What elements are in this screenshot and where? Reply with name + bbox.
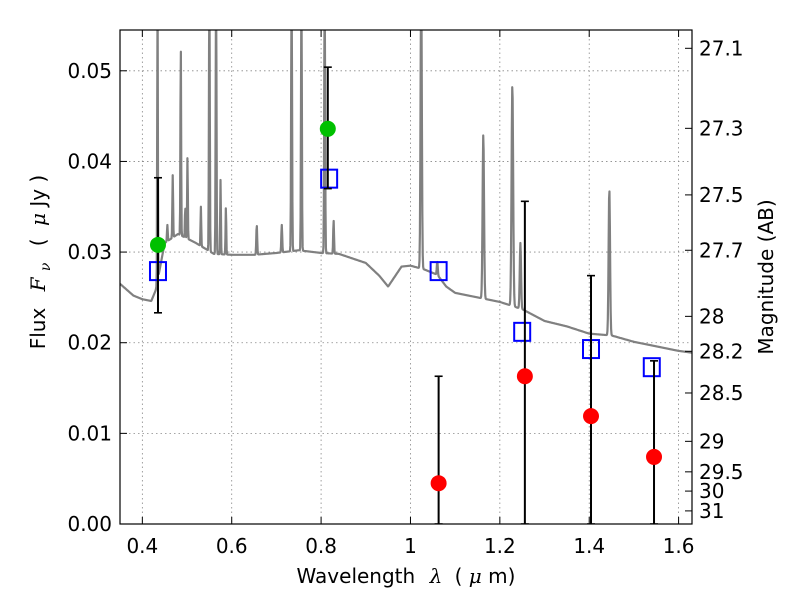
magnitude-tick-label: 28.2 — [699, 339, 744, 363]
y-tick-label: 0.02 — [67, 331, 112, 355]
x-tick-label: 1.6 — [663, 534, 695, 558]
model-photometry-point — [642, 357, 661, 378]
detection-point — [149, 236, 166, 253]
x-axis-title: Wavelength λ ( μ m) — [297, 564, 516, 588]
x-tick-label: 1.4 — [573, 534, 605, 558]
x-tick-label: 0.6 — [216, 534, 248, 558]
x-axis-title-unit-open: ( — [455, 564, 463, 588]
upper-limit-point — [583, 408, 600, 425]
y-tick-label: 0.00 — [67, 512, 112, 536]
x-tick-label: 0.4 — [126, 534, 158, 558]
y-axis-title: Flux F ν ( μ Jy ) — [26, 175, 55, 350]
plot-area — [120, 30, 692, 524]
model-photometry-point — [320, 168, 339, 189]
y-axis-title-symbol: F — [26, 276, 50, 292]
y-axis-title-unit-open: ( — [26, 238, 50, 246]
model-photometry-point — [513, 321, 532, 342]
y2-axis-title: Magnitude (AB) — [754, 199, 778, 354]
magnitude-tick-label: 27.7 — [699, 238, 744, 262]
x-axis-title-text: Wavelength — [297, 564, 416, 588]
y-axis-title-subscript: ν — [38, 262, 54, 271]
y-axis-title-text: Flux — [26, 308, 50, 350]
x-tick-label: 1.2 — [484, 534, 516, 558]
model-photometry-point — [429, 261, 448, 282]
x-axis-title-symbol: λ — [429, 564, 443, 588]
y-axis-title-unit-mu: μ — [26, 213, 50, 226]
magnitude-tick-label: 29 — [699, 429, 724, 453]
x-axis-title-unit-rest: m) — [488, 564, 515, 588]
magnitude-tick-label: 27.1 — [699, 36, 744, 60]
x-tick-label: 1 — [404, 534, 417, 558]
y-tick-label: 0.03 — [67, 240, 112, 264]
axes: 0.4 0.6 0.8 1 1.2 1.4 1.6 0.00 0.01 0.02 0.03 0.04 0… — [67, 30, 744, 558]
x-tick-label: 0.8 — [305, 534, 337, 558]
upper-limit-point — [516, 368, 533, 385]
magnitude-tick-label: 28 — [699, 304, 724, 328]
x-axis-title-unit-mu: μ — [469, 564, 482, 588]
grid — [120, 30, 692, 524]
y-axis-title-unit-rest: Jy ) — [26, 175, 50, 209]
magnitude-tick-label: 27.5 — [699, 183, 744, 207]
y-tick-label: 0.04 — [67, 149, 112, 173]
y-tick-label: 0.01 — [67, 421, 112, 445]
upper-limit-point — [646, 448, 663, 465]
magnitude-tick-label: 30 — [699, 479, 724, 503]
magnitude-tick-label: 28.5 — [699, 381, 744, 405]
magnitude-tick-label: 29.5 — [699, 460, 744, 484]
model-spectrum-line — [120, 30, 692, 354]
magnitude-tick-label: 31 — [699, 499, 724, 523]
plot-frame — [119, 29, 693, 525]
detection-point — [319, 120, 336, 137]
y-tick-label: 0.05 — [67, 59, 112, 83]
magnitude-tick-label: 27.3 — [699, 116, 744, 140]
upper-limit-point — [430, 475, 447, 492]
